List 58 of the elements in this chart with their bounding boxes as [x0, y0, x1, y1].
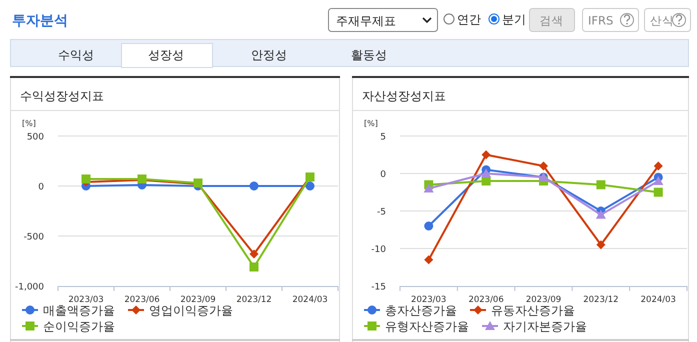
point	[250, 262, 258, 272]
legend-label: 유형자산증가율	[385, 320, 469, 334]
y-tick-label: 500	[26, 132, 44, 142]
y-axis-title: [%]	[364, 119, 378, 128]
text: 성장성	[148, 48, 184, 62]
x-tick-label: 2023/06	[124, 295, 160, 305]
point	[250, 250, 258, 258]
point	[424, 184, 434, 192]
legend-label: 자기자본증가율	[503, 320, 587, 334]
text: 수익성	[58, 48, 94, 62]
point	[82, 174, 90, 184]
legend-label: 매출액증가율	[43, 304, 115, 318]
y-tick-label: 0	[38, 182, 44, 192]
legend-label: 총자산증가율	[385, 304, 457, 318]
point	[481, 168, 492, 178]
x-tick-label: 2024/03	[640, 295, 676, 305]
text: 분기	[502, 12, 526, 26]
text: IFRS	[588, 14, 614, 28]
text: 안정성	[251, 48, 287, 62]
point	[596, 210, 606, 219]
y-tick-label: -5	[377, 208, 386, 218]
x-tick-label: 2023/06	[468, 295, 504, 305]
y-axis-title: [%]	[22, 119, 36, 128]
legend-label: 영업이익증가율	[149, 304, 233, 318]
legend-label: 유동자산증가율	[491, 304, 575, 318]
y-tick-label: 5	[380, 132, 386, 142]
x-tick-label: 2023/03	[411, 295, 446, 305]
y-tick-label: -500	[24, 232, 44, 242]
x-tick-label: 2024/03	[292, 295, 328, 305]
point	[424, 255, 434, 264]
x-tick-label: 2023/03	[68, 295, 104, 305]
y-tick-label: 0	[380, 170, 386, 180]
point	[654, 162, 663, 170]
point	[654, 188, 663, 197]
text: 산식	[650, 14, 674, 28]
point	[306, 182, 314, 190]
text: 주재무제표	[336, 14, 396, 28]
point	[482, 150, 491, 160]
y-tick-label: -10	[371, 245, 386, 255]
text: 연간	[457, 12, 481, 26]
point	[653, 176, 664, 185]
x-tick-label: 2023/12	[236, 295, 272, 305]
point	[539, 162, 548, 170]
chart-title: 자산성장성지표	[362, 89, 446, 103]
y-tick-label: -1,000	[14, 282, 44, 292]
chart-title: 수익성장성지표	[20, 89, 104, 103]
y-tick-label: -15	[371, 282, 386, 292]
text: 투자분석	[12, 13, 68, 29]
x-tick-label: 2023/09	[180, 295, 216, 305]
x-tick-label: 2023/12	[583, 295, 619, 305]
point	[596, 180, 606, 190]
x-tick-label: 2023/09	[526, 295, 562, 305]
point	[250, 182, 258, 190]
legend-label: 순이익증가율	[43, 320, 115, 334]
point	[424, 222, 434, 230]
text: 활동성	[351, 48, 387, 62]
text: 검색	[540, 14, 564, 28]
point	[596, 240, 606, 250]
